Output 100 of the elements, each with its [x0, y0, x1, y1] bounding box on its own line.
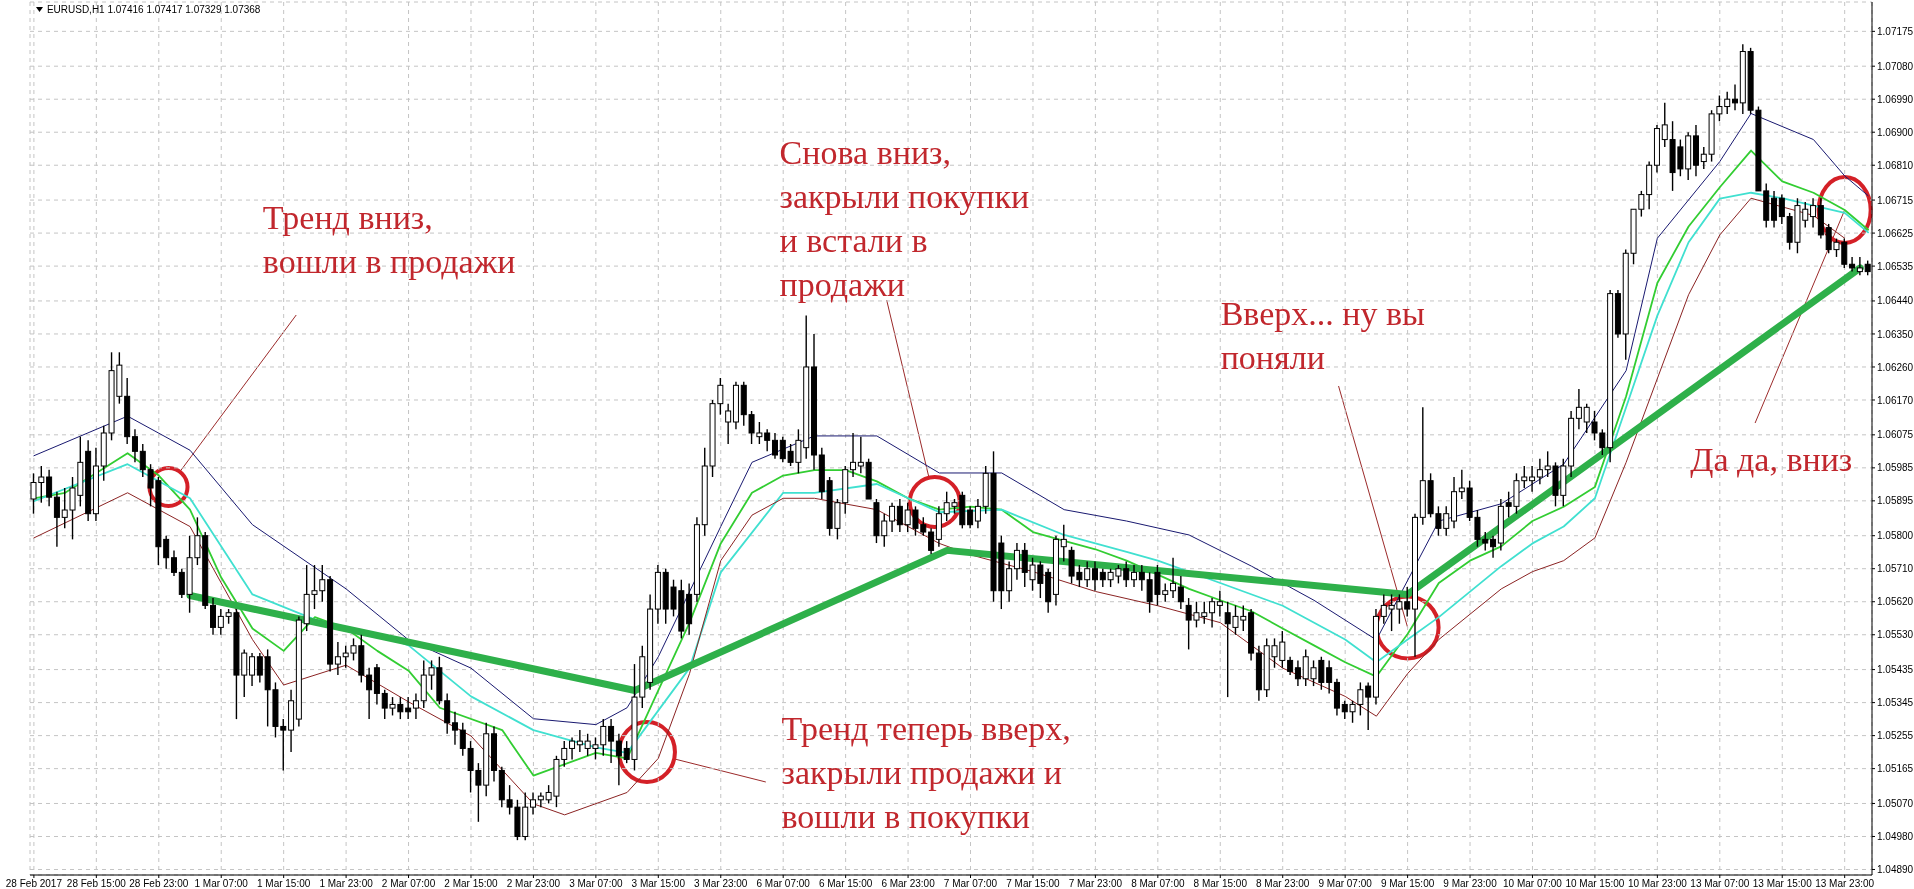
y-tick-label: 1.05985	[1877, 462, 1914, 474]
candlestick	[1287, 656, 1294, 676]
x-tick-label: 28 Feb 15:00	[66, 878, 127, 889]
candlestick	[608, 718, 615, 764]
x-tick-label: 8 Mar 15:00	[1193, 878, 1248, 889]
y-tick-label: 1.06075	[1877, 429, 1914, 441]
candlestick	[1060, 524, 1067, 563]
x-tick-label: 8 Mar 07:00	[1131, 878, 1185, 889]
candlestick	[1013, 542, 1020, 581]
candlestick	[928, 527, 935, 555]
x-tick-label: 10 Mar 07:00	[1503, 878, 1563, 889]
x-tick-label: 6 Mar 07:00	[756, 878, 811, 889]
x-tick-label: 2 Mar 07:00	[381, 878, 436, 889]
x-tick-label: 3 Mar 23:00	[694, 878, 748, 889]
candlestick	[1575, 388, 1582, 431]
y-tick-label: 1.04890	[1877, 864, 1914, 876]
candlestick	[1529, 465, 1536, 493]
y-tick-label: 1.06350	[1877, 328, 1914, 340]
x-tick-label: 28 Feb 23:00	[129, 878, 189, 889]
candlestick	[1326, 659, 1333, 695]
candlestick	[576, 729, 583, 753]
y-tick-label: 1.05345	[1877, 697, 1914, 709]
y-tick-label: 1.05530	[1877, 629, 1914, 641]
candlestick	[366, 667, 373, 720]
candlestick	[405, 696, 412, 720]
candlestick	[1490, 535, 1497, 559]
candlestick	[1810, 197, 1817, 229]
x-tick-label: 7 Mar 15:00	[1006, 878, 1061, 889]
candlestick	[334, 641, 341, 676]
candlestick	[850, 432, 857, 478]
y-tick-label: 1.04980	[1877, 831, 1914, 843]
annotation: Тренд вниз, вошли в продажи	[262, 198, 516, 282]
y-tick-label: 1.06260	[1877, 361, 1914, 373]
candlestick	[615, 733, 622, 786]
candlestick	[451, 711, 458, 746]
y-tick-label: 1.06535	[1877, 260, 1914, 272]
candlestick	[170, 549, 177, 577]
x-tick-label: 3 Mar 15:00	[631, 878, 686, 889]
x-tick-label: 7 Mar 23:00	[1068, 878, 1123, 889]
x-tick-label: 9 Mar 07:00	[1318, 878, 1373, 889]
annotation: Вверх... ну вы поняли	[1220, 294, 1425, 378]
candlestick	[412, 692, 419, 720]
candlestick	[569, 736, 576, 761]
candlestick	[896, 498, 903, 533]
y-tick-label: 1.07080	[1877, 60, 1914, 72]
candlestick	[1849, 256, 1856, 273]
x-tick-label: 7 Mar 07:00	[943, 878, 998, 889]
y-tick-label: 1.06715	[1877, 194, 1914, 206]
x-tick-label: 13 Mar 07:00	[1690, 878, 1750, 889]
y-tick-label: 1.06810	[1877, 159, 1914, 171]
chart-title: EURUSD,H1 1.07416 1.07417 1.07329 1.07368	[46, 4, 261, 15]
candlestick	[1732, 83, 1739, 111]
y-tick-label: 1.07175	[1877, 25, 1914, 37]
y-tick-label: 1.06170	[1877, 394, 1914, 406]
y-tick-label: 1.06440	[1877, 295, 1914, 307]
annotation: Тренд теперь вверх, закрыли продажи и вошли в покупки	[781, 709, 1071, 837]
x-tick-label: 6 Mar 23:00	[881, 878, 936, 889]
candlestick	[889, 501, 896, 533]
annotation: Да да, вниз	[1690, 440, 1853, 480]
candlestick	[46, 468, 53, 508]
y-tick-label: 1.05895	[1877, 495, 1914, 507]
x-tick-label: 9 Mar 23:00	[1443, 878, 1498, 889]
candlestick	[1856, 256, 1863, 276]
candlestick	[1216, 590, 1223, 618]
x-tick-label: 1 Mar 15:00	[256, 878, 311, 889]
x-tick-label: 1 Mar 07:00	[194, 878, 249, 889]
candlestick	[210, 597, 217, 636]
x-tick-label: 10 Mar 15:00	[1565, 878, 1625, 889]
candlestick	[1091, 560, 1098, 592]
x-tick-label: 1 Mar 23:00	[319, 878, 374, 889]
candlestick	[1294, 659, 1301, 687]
x-tick-label: 13 Mar 23:00	[1815, 878, 1875, 889]
annotation: Снова вниз, закрыли покупки и встали в продажи	[779, 133, 1030, 305]
x-tick-label: 8 Mar 23:00	[1256, 878, 1310, 889]
y-tick-label: 1.05165	[1877, 763, 1914, 775]
y-tick-label: 1.06900	[1877, 126, 1914, 138]
candlestick	[1771, 190, 1778, 229]
x-tick-label: 13 Mar 15:00	[1752, 878, 1813, 889]
x-tick-label: 2 Mar 23:00	[506, 878, 561, 889]
candlestick	[1209, 597, 1216, 629]
y-tick-label: 1.05255	[1877, 730, 1914, 742]
y-tick-label: 1.06990	[1877, 93, 1914, 105]
candlestick	[1006, 560, 1013, 603]
candlestick	[967, 505, 974, 530]
candlestick	[725, 402, 732, 445]
y-tick-label: 1.05620	[1877, 596, 1914, 608]
candlestick	[530, 791, 537, 816]
x-tick-label: 28 Feb 2017	[5, 878, 63, 889]
y-tick-label: 1.05435	[1877, 664, 1914, 676]
candlestick	[256, 652, 263, 684]
candlestick	[53, 490, 60, 548]
candlestick	[249, 652, 256, 687]
candlestick	[771, 432, 778, 460]
candlestick	[1170, 557, 1177, 599]
y-tick-label: 1.05070	[1877, 798, 1914, 810]
candlestick	[1536, 457, 1543, 486]
candlestick	[974, 498, 981, 530]
x-tick-label: 3 Mar 07:00	[569, 878, 623, 889]
y-tick-label: 1.06625	[1877, 227, 1914, 239]
x-tick-label: 10 Mar 23:00	[1627, 878, 1688, 889]
